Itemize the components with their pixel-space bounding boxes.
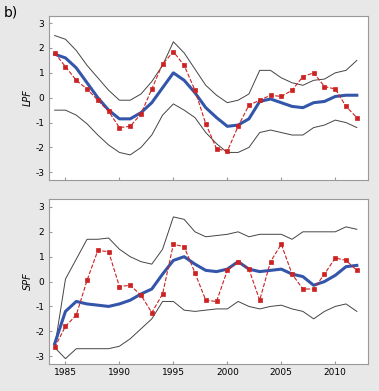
Text: b): b) xyxy=(4,6,18,20)
Y-axis label: SPF: SPF xyxy=(23,273,33,291)
Y-axis label: LPF: LPF xyxy=(23,89,33,106)
